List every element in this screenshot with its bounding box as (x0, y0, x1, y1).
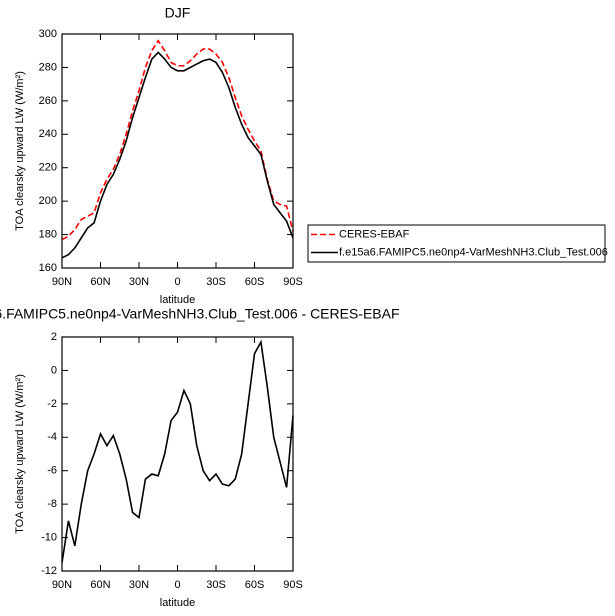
x-tick-label: 30S (206, 276, 226, 288)
plot-frame (61, 33, 294, 269)
x-tick-label: 0 (174, 276, 180, 288)
y-tick-label: -12 (41, 565, 57, 577)
x-tick-label: 0 (174, 579, 180, 591)
y-tick-label: 260 (39, 95, 57, 107)
y-tick-label: 220 (39, 162, 57, 174)
x-tick-label: 30S (206, 579, 226, 591)
y-tick-label: 280 (39, 61, 57, 73)
x-tick-label: 90S (283, 579, 303, 591)
x-tick-label: 30N (129, 579, 149, 591)
data-line (61, 339, 294, 563)
x-tick-label: 60N (90, 579, 110, 591)
legend-box (307, 224, 606, 263)
y-tick-label: 240 (39, 128, 57, 140)
legend-label: f.e15a6.FAMIPC5.ne0np4-VarMeshNH3.Club_T… (339, 246, 608, 258)
y-axis-label: TOA clearsky upward LW (W/m²) (14, 71, 26, 231)
x-tick-label: 60S (245, 579, 265, 591)
x-axis-label: latitude (160, 294, 195, 306)
legend-label: CERES-EBAF (339, 228, 410, 240)
plot-frame (61, 336, 294, 572)
y-tick-label: 0 (51, 364, 57, 376)
y-tick-label: 200 (39, 195, 57, 207)
x-tick-label: 90N (52, 276, 72, 288)
x-tick-label: 30N (129, 276, 149, 288)
data-line (61, 51, 294, 259)
y-tick-label: -10 (41, 531, 57, 543)
data-line (61, 39, 294, 241)
y-tick-label: -6 (47, 465, 57, 477)
chart-title: DJF (165, 5, 191, 21)
y-tick-label: 300 (39, 28, 57, 40)
y-tick-label: 2 (51, 331, 57, 343)
y-tick-label: 180 (39, 228, 57, 240)
y-tick-label: 160 (39, 262, 57, 274)
x-tick-label: 90S (283, 276, 303, 288)
y-axis-label: TOA clearsky upward LW (W/m²) (14, 374, 26, 534)
x-tick-label: 90N (52, 579, 72, 591)
x-tick-label: 60S (245, 276, 265, 288)
chart-title: f.e15a6.FAMIPC5.ne0np4-VarMeshNH3.Club_T… (0, 306, 400, 322)
y-tick-label: -8 (47, 498, 57, 510)
x-axis-label: latitude (160, 597, 195, 609)
y-tick-label: -2 (47, 398, 57, 410)
x-tick-label: 60N (90, 276, 110, 288)
y-tick-label: -4 (47, 431, 57, 443)
